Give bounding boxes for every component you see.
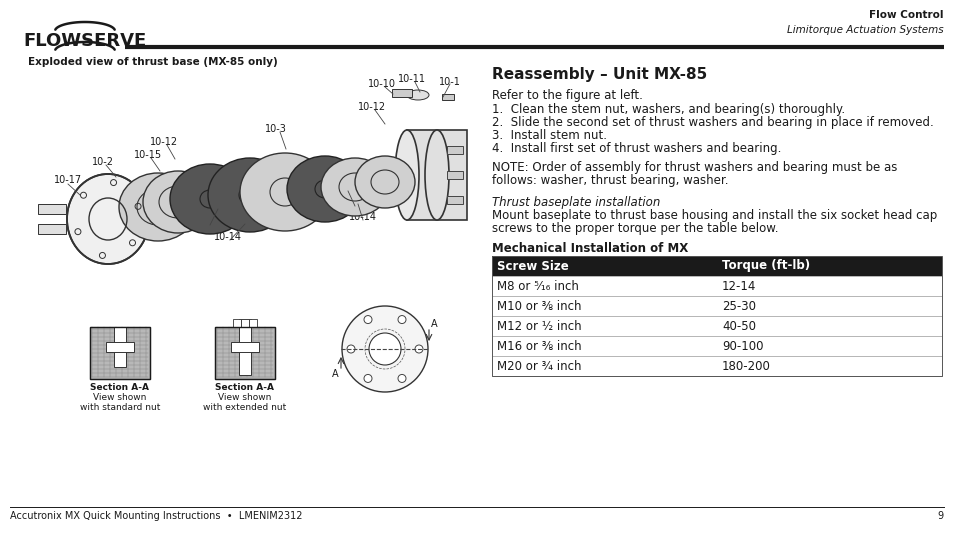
Ellipse shape [415, 345, 422, 353]
Text: 2.  Slide the second set of thrust washers and bearing in place if removed.: 2. Slide the second set of thrust washer… [492, 116, 933, 129]
Ellipse shape [208, 158, 292, 232]
Text: View shown: View shown [93, 393, 147, 402]
Ellipse shape [364, 316, 372, 324]
Text: Torque (ft-lb): Torque (ft-lb) [721, 259, 809, 272]
Ellipse shape [240, 153, 330, 231]
Bar [447, 146, 462, 154]
Text: M12 or ½ inch: M12 or ½ inch [497, 320, 581, 332]
Ellipse shape [67, 174, 149, 264]
Text: Refer to the figure at left.: Refer to the figure at left. [492, 89, 642, 102]
Text: 180-200: 180-200 [721, 359, 770, 373]
Text: NOTE: Order of assembly for thrust washers and bearing must be as: NOTE: Order of assembly for thrust washe… [492, 161, 897, 174]
Text: M16 or ⅜ inch: M16 or ⅜ inch [497, 339, 581, 352]
Bar [241, 319, 249, 327]
Text: 3.  Install stem nut.: 3. Install stem nut. [492, 129, 606, 142]
Text: Exploded view of thrust base (MX-85 only): Exploded view of thrust base (MX-85 only… [28, 57, 277, 67]
Text: M8 or ⁵⁄₁₆ inch: M8 or ⁵⁄₁₆ inch [497, 279, 578, 293]
Text: 10-14: 10-14 [213, 232, 242, 242]
Text: Limitorque Actuation Systems: Limitorque Actuation Systems [786, 25, 943, 35]
Bar [38, 204, 66, 214]
Ellipse shape [347, 345, 355, 353]
Text: 9: 9 [937, 511, 943, 521]
Text: screws to the proper torque per the table below.: screws to the proper torque per the tabl… [492, 222, 778, 235]
Text: 10-13: 10-13 [337, 198, 366, 208]
Ellipse shape [170, 164, 250, 234]
Text: 10-12: 10-12 [357, 102, 386, 112]
Text: Screw Size: Screw Size [497, 259, 568, 272]
Text: with standard nut: with standard nut [80, 403, 160, 412]
Ellipse shape [320, 158, 389, 216]
Ellipse shape [397, 374, 406, 382]
Bar [447, 196, 462, 204]
Ellipse shape [364, 374, 372, 382]
Bar [214, 327, 274, 379]
Text: 1.  Clean the stem nut, washers, and bearing(s) thoroughly.: 1. Clean the stem nut, washers, and bear… [492, 103, 844, 116]
Bar [492, 256, 941, 376]
Ellipse shape [143, 171, 213, 233]
Bar [113, 327, 126, 367]
Text: 10-14: 10-14 [349, 212, 376, 222]
Text: M20 or ¾ inch: M20 or ¾ inch [497, 359, 581, 373]
Bar [492, 256, 941, 276]
Text: 10-1: 10-1 [438, 77, 460, 87]
Bar [106, 342, 133, 352]
Text: Thrust baseplate installation: Thrust baseplate installation [492, 196, 659, 209]
Text: with extended nut: with extended nut [203, 403, 286, 412]
Text: 10-12: 10-12 [150, 137, 178, 147]
Text: Section A-A: Section A-A [91, 383, 150, 392]
Text: Mount baseplate to thrust base housing and install the six socket head cap: Mount baseplate to thrust base housing a… [492, 209, 936, 222]
Text: Reassembly – Unit MX-85: Reassembly – Unit MX-85 [492, 67, 706, 82]
Text: View shown: View shown [218, 393, 272, 402]
Text: Accutronix MX Quick Mounting Instructions  •  LMENIM2312: Accutronix MX Quick Mounting Instruction… [10, 511, 302, 521]
Ellipse shape [424, 130, 449, 220]
Bar [38, 224, 66, 234]
Ellipse shape [341, 306, 428, 392]
Bar [90, 327, 150, 379]
Ellipse shape [355, 156, 415, 208]
Text: FLOWSERVE: FLOWSERVE [24, 32, 147, 50]
Bar [214, 327, 274, 379]
Text: follows: washer, thrust bearing, washer.: follows: washer, thrust bearing, washer. [492, 174, 728, 187]
Bar [441, 94, 454, 100]
Bar [233, 319, 241, 327]
Text: 90-100: 90-100 [721, 339, 762, 352]
Text: 40-50: 40-50 [721, 320, 755, 332]
Text: 12-14: 12-14 [721, 279, 756, 293]
Text: 10-11: 10-11 [397, 74, 426, 84]
Bar [231, 342, 258, 352]
Text: M10 or ⅜ inch: M10 or ⅜ inch [497, 300, 581, 313]
Text: 10-3: 10-3 [265, 124, 287, 134]
Ellipse shape [287, 156, 363, 222]
Text: 10-10: 10-10 [368, 79, 395, 89]
Ellipse shape [407, 90, 429, 100]
Text: 10-13: 10-13 [193, 217, 222, 227]
Ellipse shape [369, 333, 400, 365]
Text: 10-2: 10-2 [91, 157, 113, 167]
Bar [249, 319, 256, 327]
Ellipse shape [397, 316, 406, 324]
Text: Mechanical Installation of MX: Mechanical Installation of MX [492, 242, 687, 255]
Bar [392, 89, 412, 97]
Text: Section A-A: Section A-A [215, 383, 274, 392]
Text: A: A [431, 319, 437, 329]
Ellipse shape [395, 130, 418, 220]
Text: A: A [332, 369, 338, 379]
Text: 25-30: 25-30 [721, 300, 755, 313]
Bar [90, 327, 150, 379]
Bar [447, 171, 462, 179]
Bar [239, 319, 251, 375]
Text: 10-17: 10-17 [54, 175, 82, 185]
Text: 4.  Install first set of thrust washers and bearing.: 4. Install first set of thrust washers a… [492, 142, 781, 155]
Text: 10-15: 10-15 [133, 150, 162, 160]
Text: Flow Control: Flow Control [868, 10, 943, 20]
Ellipse shape [119, 173, 196, 241]
Bar [407, 130, 467, 220]
